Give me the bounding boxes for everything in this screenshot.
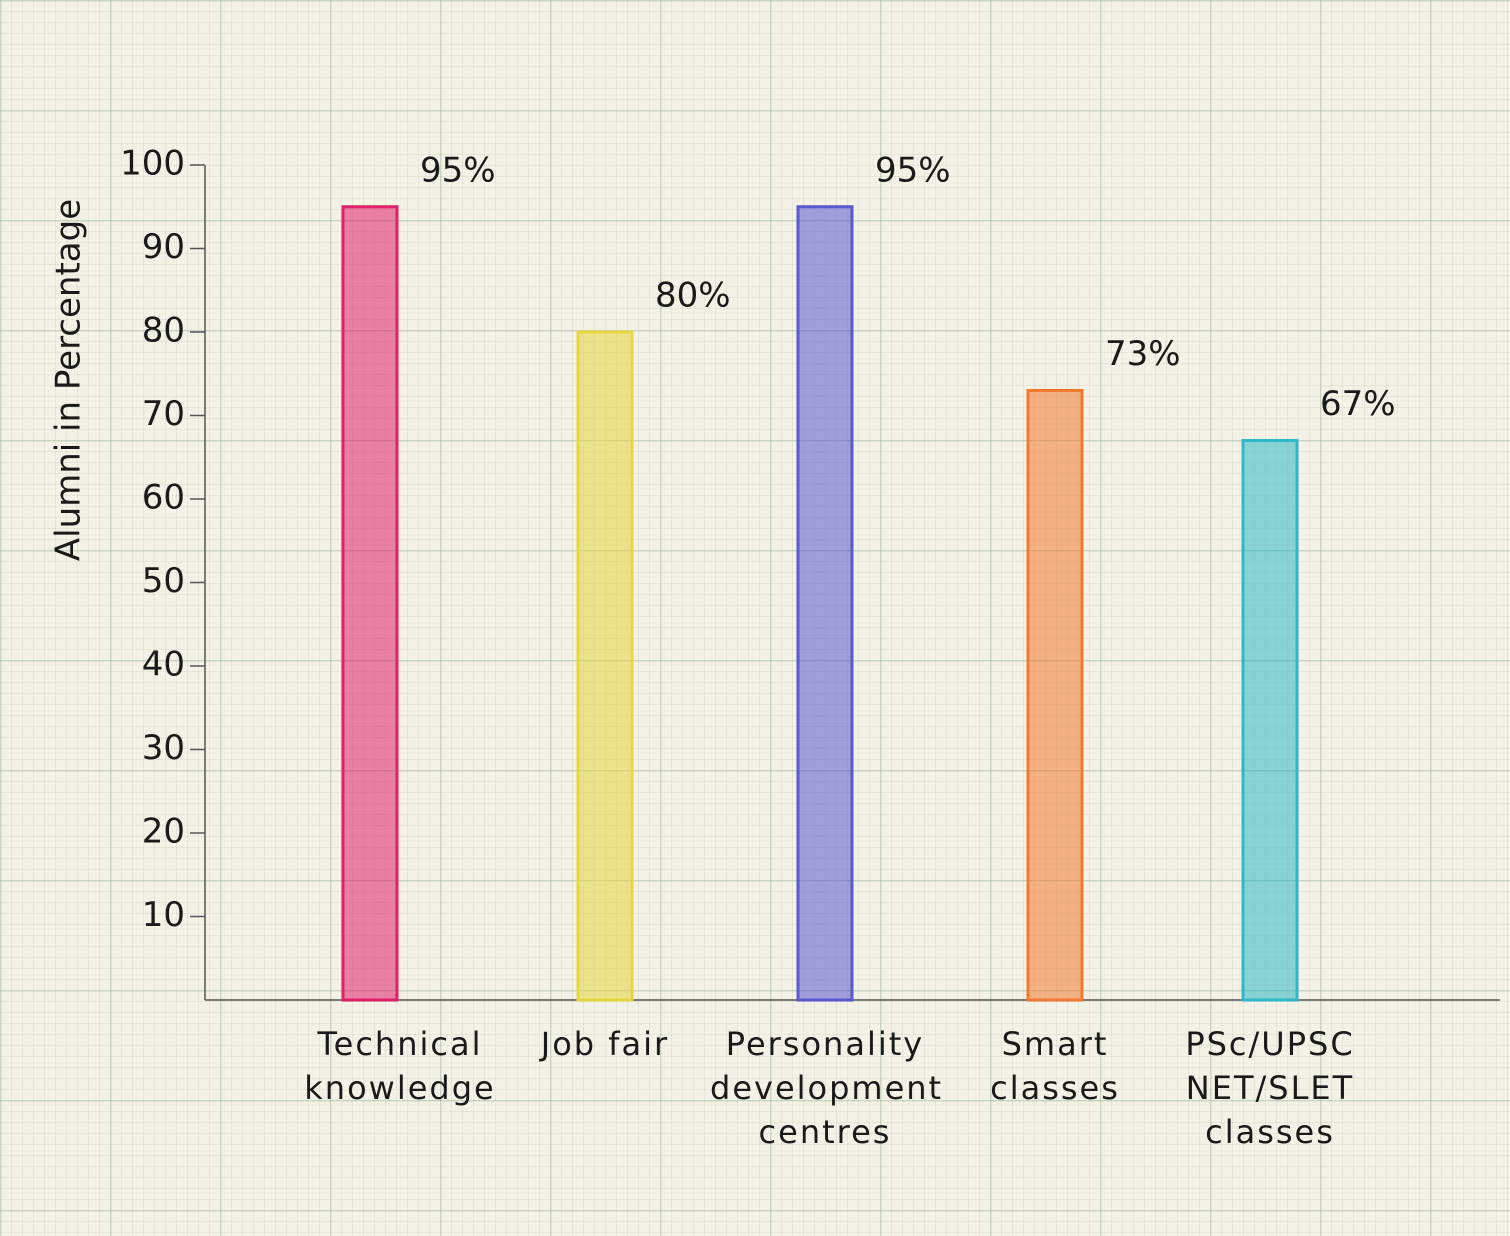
y-tick-label: 70 [142, 394, 185, 434]
y-axis-label: Alumni in Percentage [49, 199, 89, 561]
y-tick-label: 30 [142, 728, 185, 768]
x-tick-label: Personality development centres [710, 1025, 944, 1151]
bar [341, 205, 399, 1002]
y-tick-label: 100 [120, 144, 185, 184]
bar [796, 205, 854, 1002]
bar [576, 330, 634, 1002]
value-label: 95% [420, 150, 496, 190]
y-tick-label: 90 [142, 227, 185, 267]
y-tick-label: 50 [142, 561, 185, 601]
value-label: 95% [875, 150, 951, 190]
bar [1026, 388, 1084, 1002]
x-tick-label: Smart classes [990, 1025, 1120, 1107]
y-tick-label: 80 [142, 311, 185, 351]
x-tick-label: PSc/UPSC NET/SLET classes [1185, 1025, 1355, 1151]
y-tick-label: 40 [142, 645, 185, 685]
y-tick-label: 60 [142, 478, 185, 518]
value-label: 80% [655, 276, 731, 316]
value-label: 73% [1105, 334, 1181, 374]
value-label: 67% [1320, 384, 1396, 424]
bar [1241, 439, 1299, 1002]
x-tick-label: Job fair [540, 1025, 670, 1063]
y-tick-label: 10 [142, 895, 185, 935]
y-tick-label: 20 [142, 812, 185, 852]
x-tick-label: Technical knowledge [304, 1025, 496, 1107]
